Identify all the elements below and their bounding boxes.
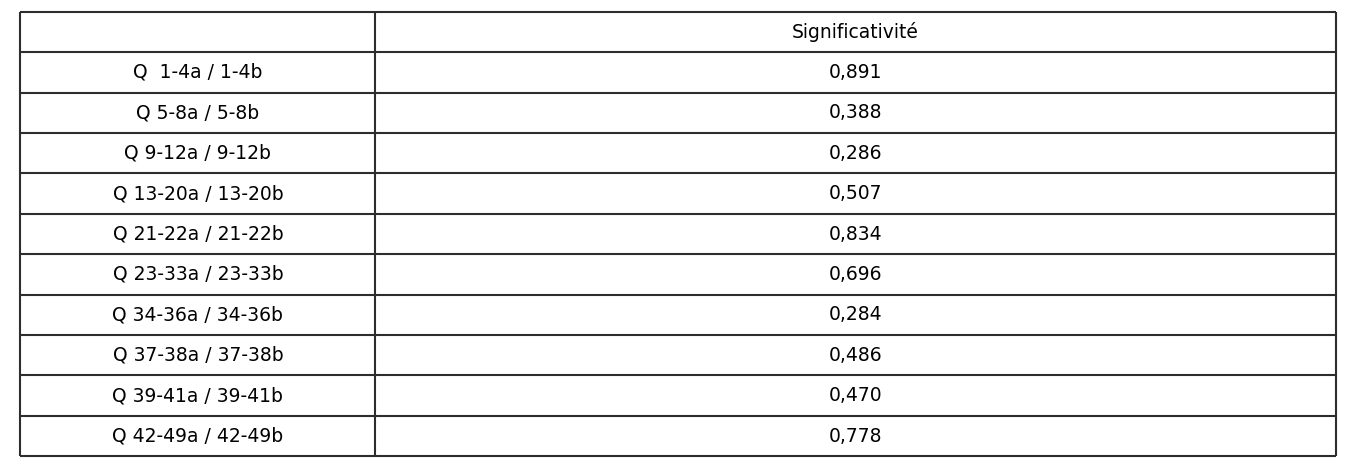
Text: Q 21-22a / 21-22b: Q 21-22a / 21-22b — [113, 225, 283, 243]
Text: 0,388: 0,388 — [829, 103, 883, 122]
Text: Q 39-41a / 39-41b: Q 39-41a / 39-41b — [113, 386, 283, 405]
Text: 0,507: 0,507 — [829, 184, 883, 203]
Text: Q 37-38a / 37-38b: Q 37-38a / 37-38b — [113, 346, 283, 365]
Text: 0,284: 0,284 — [829, 305, 883, 324]
Text: Q 13-20a / 13-20b: Q 13-20a / 13-20b — [113, 184, 283, 203]
Text: 0,778: 0,778 — [829, 427, 883, 446]
Text: Q 42-49a / 42-49b: Q 42-49a / 42-49b — [113, 427, 283, 446]
Text: Q 34-36a / 34-36b: Q 34-36a / 34-36b — [113, 305, 283, 324]
Text: Significativité: Significativité — [792, 22, 919, 42]
Text: Q 23-33a / 23-33b: Q 23-33a / 23-33b — [113, 265, 283, 284]
Text: 0,891: 0,891 — [829, 63, 883, 82]
Text: Q 5-8a / 5-8b: Q 5-8a / 5-8b — [137, 103, 259, 122]
Text: 0,696: 0,696 — [829, 265, 883, 284]
Text: 0,470: 0,470 — [829, 386, 883, 405]
Text: Q  1-4a / 1-4b: Q 1-4a / 1-4b — [133, 63, 263, 82]
Text: 0,486: 0,486 — [829, 346, 883, 365]
Text: Q 9-12a / 9-12b: Q 9-12a / 9-12b — [125, 144, 271, 163]
Text: 0,286: 0,286 — [829, 144, 883, 163]
Text: 0,834: 0,834 — [829, 225, 883, 243]
